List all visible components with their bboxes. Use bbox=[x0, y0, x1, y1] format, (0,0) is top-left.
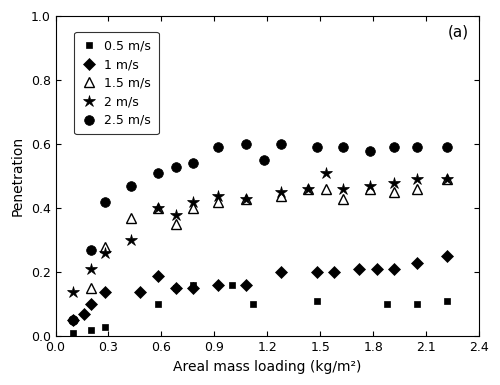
1.5 m/s bbox=[366, 187, 372, 191]
0.5 m/s bbox=[384, 302, 390, 307]
1 m/s bbox=[356, 267, 362, 271]
0.5 m/s bbox=[172, 286, 178, 291]
1 m/s bbox=[172, 286, 178, 291]
1 m/s bbox=[137, 289, 143, 294]
2.5 m/s bbox=[278, 142, 284, 147]
2.5 m/s bbox=[155, 171, 161, 176]
2.5 m/s bbox=[260, 158, 266, 162]
1.5 m/s bbox=[305, 187, 311, 191]
1 m/s bbox=[155, 273, 161, 278]
2 m/s bbox=[340, 187, 346, 191]
2.5 m/s bbox=[102, 199, 108, 204]
2.5 m/s bbox=[128, 184, 134, 188]
2 m/s bbox=[155, 206, 161, 211]
1.5 m/s bbox=[340, 196, 346, 201]
Line: 2 m/s: 2 m/s bbox=[67, 167, 454, 298]
2.5 m/s bbox=[340, 145, 346, 150]
2 m/s bbox=[414, 177, 420, 182]
1.5 m/s bbox=[392, 190, 398, 195]
2.5 m/s bbox=[190, 161, 196, 166]
2.5 m/s bbox=[172, 164, 178, 169]
2 m/s bbox=[88, 267, 94, 271]
0.5 m/s bbox=[190, 283, 196, 288]
2 m/s bbox=[278, 190, 284, 195]
2 m/s bbox=[444, 177, 450, 182]
2.5 m/s bbox=[392, 145, 398, 150]
Line: 1 m/s: 1 m/s bbox=[69, 252, 452, 325]
1.5 m/s bbox=[88, 286, 94, 291]
1.5 m/s bbox=[155, 206, 161, 211]
1 m/s bbox=[88, 302, 94, 307]
1.5 m/s bbox=[322, 187, 328, 191]
Line: 1.5 m/s: 1.5 m/s bbox=[86, 175, 452, 293]
2.5 m/s bbox=[414, 145, 420, 150]
2.5 m/s bbox=[243, 142, 249, 147]
1 m/s bbox=[392, 267, 398, 271]
0.5 m/s bbox=[414, 302, 420, 307]
Legend: 0.5 m/s, 1 m/s, 1.5 m/s, 2 m/s, 2.5 m/s: 0.5 m/s, 1 m/s, 1.5 m/s, 2 m/s, 2.5 m/s bbox=[74, 32, 159, 134]
2 m/s bbox=[102, 251, 108, 256]
2.5 m/s bbox=[366, 148, 372, 153]
1.5 m/s bbox=[215, 199, 221, 204]
1 m/s bbox=[414, 261, 420, 265]
1 m/s bbox=[81, 312, 87, 316]
1.5 m/s bbox=[190, 206, 196, 211]
2 m/s bbox=[322, 171, 328, 176]
0.5 m/s bbox=[229, 283, 235, 288]
2.5 m/s bbox=[88, 248, 94, 252]
1 m/s bbox=[190, 286, 196, 291]
2 m/s bbox=[392, 181, 398, 185]
1.5 m/s bbox=[444, 177, 450, 182]
0.5 m/s bbox=[444, 299, 450, 303]
2 m/s bbox=[243, 196, 249, 201]
1.5 m/s bbox=[414, 187, 420, 191]
0.5 m/s bbox=[250, 302, 256, 307]
2 m/s bbox=[190, 199, 196, 204]
1 m/s bbox=[215, 283, 221, 288]
2 m/s bbox=[70, 289, 76, 294]
1 m/s bbox=[278, 270, 284, 275]
2 m/s bbox=[305, 187, 311, 191]
2 m/s bbox=[172, 213, 178, 217]
2 m/s bbox=[215, 193, 221, 198]
1 m/s bbox=[314, 270, 320, 275]
2.5 m/s bbox=[70, 318, 76, 323]
1.5 m/s bbox=[243, 196, 249, 201]
Y-axis label: Penetration: Penetration bbox=[11, 136, 25, 216]
1 m/s bbox=[243, 283, 249, 288]
2.5 m/s bbox=[314, 145, 320, 150]
Line: 2.5 m/s: 2.5 m/s bbox=[68, 139, 452, 325]
2.5 m/s bbox=[215, 145, 221, 150]
1.5 m/s bbox=[278, 193, 284, 198]
0.5 m/s bbox=[155, 302, 161, 307]
2.5 m/s bbox=[444, 145, 450, 150]
0.5 m/s bbox=[70, 331, 76, 336]
X-axis label: Areal mass loading (kg/m²): Areal mass loading (kg/m²) bbox=[173, 360, 362, 374]
1 m/s bbox=[102, 289, 108, 294]
0.5 m/s bbox=[88, 328, 94, 332]
1.5 m/s bbox=[128, 216, 134, 220]
1 m/s bbox=[70, 318, 76, 323]
0.5 m/s bbox=[102, 325, 108, 329]
Line: 0.5 m/s: 0.5 m/s bbox=[70, 282, 450, 337]
1 m/s bbox=[332, 270, 338, 275]
Text: (a): (a) bbox=[448, 24, 468, 39]
1 m/s bbox=[374, 267, 380, 271]
2 m/s bbox=[366, 184, 372, 188]
0.5 m/s bbox=[314, 299, 320, 303]
2 m/s bbox=[128, 238, 134, 243]
1 m/s bbox=[444, 254, 450, 259]
1.5 m/s bbox=[172, 222, 178, 227]
1.5 m/s bbox=[102, 244, 108, 249]
